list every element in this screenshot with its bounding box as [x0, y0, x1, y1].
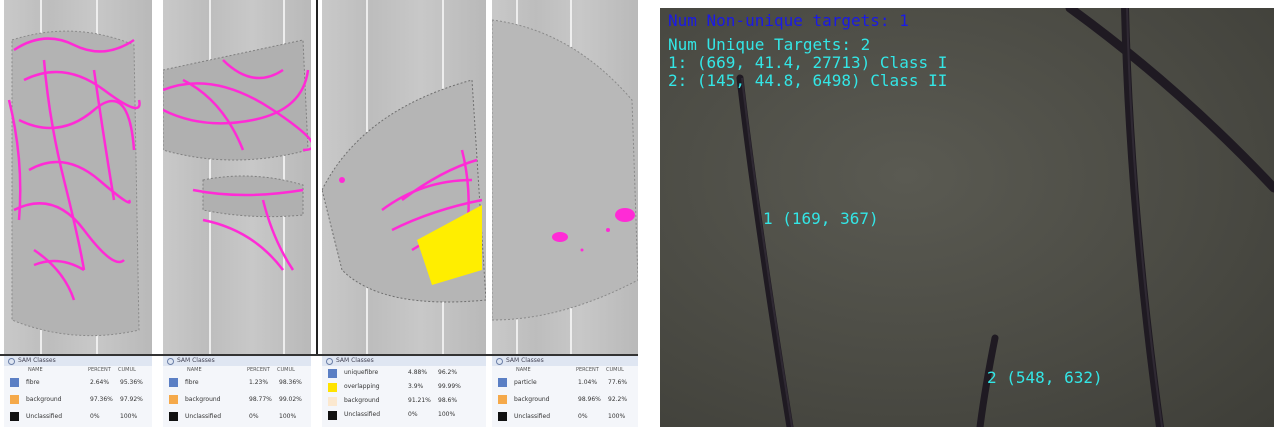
target-1-text: 1: (669, 41.4, 27713) Class I — [668, 53, 948, 72]
sam-row[interactable]: overlapping 3.9% 99.99% — [322, 380, 486, 394]
sam-panel-1: SAM Classes NAME PERCENT CUMUL fibre 2.64% 9… — [4, 0, 152, 427]
target-2-text: 2: (145, 44.8, 6498) Class II — [668, 71, 948, 90]
sam-panel-2: SAM Classes NAME PERCENT CUMUL fibre 1.23% 9… — [163, 0, 311, 427]
sam-row[interactable]: Unclassified 0% 100% — [322, 408, 486, 422]
target-1-label: 1 (169, 367) — [763, 209, 879, 228]
fibre-strands — [736, 8, 1274, 427]
fibre-overlay-2 — [163, 39, 311, 271]
fibre-scan-image-1 — [4, 0, 152, 355]
sam-row[interactable]: Unclassified 0% 100% — [492, 408, 638, 425]
sam-row[interactable]: background 97.36% 97.92% — [4, 391, 152, 408]
sam-row[interactable]: particle 1.04% 77.6% — [492, 374, 638, 391]
target-2-label: 2 (548, 632) — [987, 368, 1103, 387]
sam-panel-3: SAM Classes uniquefibre 4.88% 96.2% overla… — [322, 0, 486, 427]
sam-row[interactable]: Unclassified 0% 100% — [163, 408, 311, 425]
sam-row[interactable]: fibre 2.64% 95.36% — [4, 374, 152, 391]
sam-panel-4: SAM Classes NAME PERCENT CUMUL particle 1.0… — [492, 0, 638, 427]
fibre-photo: Num Non-unique targets: 1 Num Unique Tar… — [660, 8, 1274, 427]
fibre-scan-image-2 — [163, 0, 311, 355]
fibre-overlay-4 — [492, 19, 638, 321]
unique-count-text: Num Unique Targets: 2 — [668, 35, 871, 54]
sam-row[interactable]: background 98.77% 99.02% — [163, 391, 311, 408]
sam-row[interactable]: fibre 1.23% 98.36% — [163, 374, 311, 391]
sam-classes-window-1: SAM Classes NAME PERCENT CUMUL fibre 2.64% 9… — [4, 354, 152, 427]
sam-classes-window-4: SAM Classes NAME PERCENT CUMUL particle 1.0… — [492, 354, 638, 427]
fibre-scan-image-4 — [492, 0, 638, 355]
sam-row[interactable]: uniquefibre 4.88% 96.2% — [322, 366, 486, 380]
sam-row[interactable]: background 91.21% 98.6% — [322, 394, 486, 408]
sam-row[interactable]: background 98.96% 92.2% — [492, 391, 638, 408]
sam-row[interactable]: Unclassified 0% 100% — [4, 408, 152, 425]
sam-classes-window-3: SAM Classes uniquefibre 4.88% 96.2% overla… — [322, 354, 486, 427]
fibre-overlay-1 — [7, 30, 141, 337]
sam-classes-window-2: SAM Classes NAME PERCENT CUMUL fibre 1.23% 9… — [163, 354, 311, 427]
fibre-overlay-3 — [322, 79, 486, 303]
fibre-scan-image-3 — [322, 0, 486, 355]
non-unique-count-text: Num Non-unique targets: 1 — [668, 11, 909, 30]
